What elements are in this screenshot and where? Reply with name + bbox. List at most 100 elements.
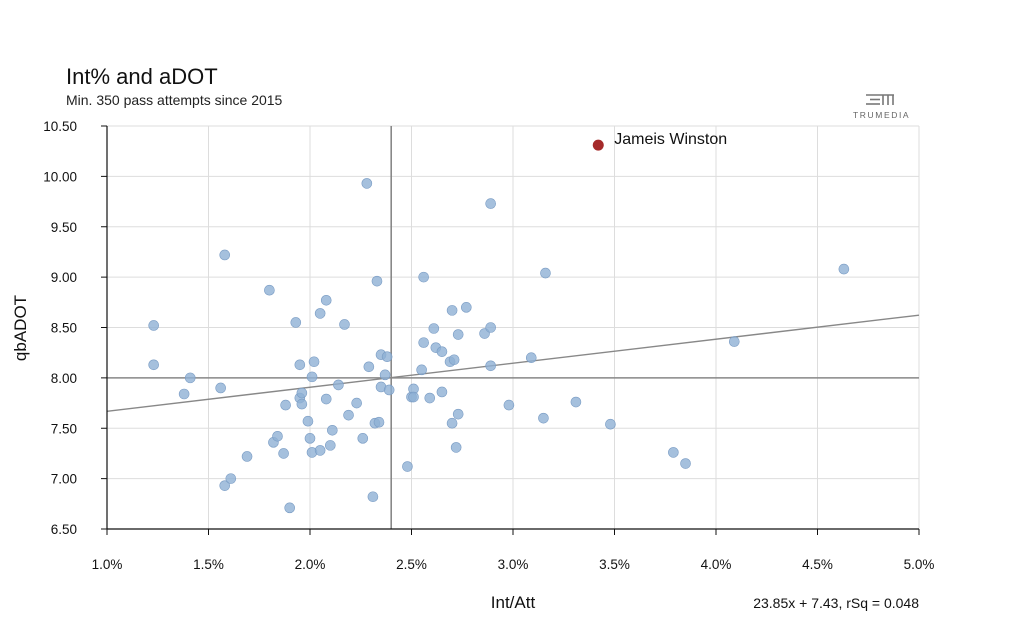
x-tick-label-8: 5.0% [904, 557, 935, 572]
data-point-55 [428, 323, 440, 334]
data-points [148, 178, 850, 514]
data-point-20 [302, 415, 314, 427]
data-point-21 [304, 433, 316, 444]
y-tick-label-1: 10.00 [43, 169, 77, 184]
y-tick-labels: 10.50 10.00 9.50 9.00 8.50 8.00 7.50 7.00 6.50 [43, 119, 77, 537]
data-point-54 [424, 392, 436, 404]
x-tick-label-4: 3.0% [498, 557, 529, 572]
data-point-31 [333, 379, 344, 391]
data-point-51 [416, 364, 427, 376]
data-point-72 [525, 352, 537, 364]
data-point-38 [367, 491, 379, 503]
data-point-75 [570, 396, 582, 408]
data-point-37 [363, 361, 375, 373]
data-point-46 [383, 384, 395, 396]
trendline-equation: 23.85x + 7.43, rSq = 0.048 [753, 595, 919, 611]
logo: TRUMEDIA [853, 94, 910, 120]
data-point-18 [296, 398, 308, 410]
y-tick-label-6: 7.50 [51, 421, 77, 436]
data-point-11 [272, 431, 283, 442]
y-tick-label-5: 8.00 [51, 371, 77, 386]
data-point-40 [371, 275, 383, 287]
data-point-15 [290, 317, 302, 328]
x-tick-label-3: 2.5% [396, 557, 427, 572]
data-point-36 [361, 178, 373, 189]
data-point-69 [485, 360, 496, 372]
data-point-60 [446, 305, 458, 316]
data-point-78 [680, 458, 691, 469]
x-tick-label-6: 4.0% [701, 557, 732, 572]
data-point-73 [538, 412, 549, 424]
data-point-25 [314, 445, 326, 456]
data-point-7 [225, 473, 237, 484]
data-point-79 [728, 336, 740, 347]
data-point-76 [605, 418, 616, 430]
data-point-50 [408, 391, 419, 403]
x-tick-label-5: 3.5% [599, 557, 630, 572]
data-point-70 [485, 198, 496, 209]
data-point-71 [503, 399, 515, 411]
data-point-30 [327, 424, 338, 436]
data-point-47 [402, 461, 413, 472]
y-tick-label-2: 9.50 [51, 220, 77, 235]
data-point-32 [339, 319, 350, 330]
logo-text: TRUMEDIA [853, 110, 910, 120]
highlight-label: Jameis Winston [614, 131, 727, 148]
axes [101, 125, 920, 535]
data-point-5 [219, 249, 231, 261]
grid [106, 125, 920, 530]
y-tick-label-3: 9.00 [51, 270, 77, 285]
data-point-16 [294, 359, 306, 371]
data-point-41 [373, 416, 385, 428]
data-point-23 [306, 371, 318, 383]
chart-subtitle: Min. 350 pass attempts since 2015 [66, 92, 283, 108]
data-point-0 [148, 320, 159, 331]
data-point-34 [351, 397, 362, 409]
data-point-19 [296, 387, 308, 399]
data-point-44 [379, 369, 391, 381]
x-tick-label-1: 1.5% [193, 557, 224, 572]
data-point-9 [264, 284, 275, 296]
data-point-26 [314, 308, 326, 319]
x-tick-label-2: 2.0% [295, 557, 326, 572]
data-point-12 [278, 448, 289, 459]
data-point-14 [284, 502, 296, 514]
y-tick-label-0: 10.50 [43, 119, 77, 134]
data-point-27 [320, 294, 332, 306]
data-point-3 [184, 372, 196, 384]
y-tick-label-7: 7.00 [51, 472, 77, 487]
data-point-35 [357, 433, 369, 444]
data-point-1 [148, 359, 159, 371]
data-point-61 [446, 417, 458, 429]
data-point-52 [418, 337, 429, 348]
y-tick-label-8: 6.50 [51, 522, 77, 537]
data-point-28 [320, 393, 332, 405]
data-point-8 [241, 451, 253, 462]
x-tick-label-0: 1.0% [92, 557, 123, 572]
chart-title: Int% and aDOT [66, 64, 218, 89]
data-point-57 [436, 386, 448, 398]
data-point-80 [838, 263, 850, 275]
reference-lines [107, 126, 919, 529]
trumedia-logo-icon [866, 94, 894, 105]
data-point-63 [450, 442, 462, 453]
data-point-33 [343, 409, 354, 421]
data-point-77 [668, 447, 679, 458]
data-point-13 [280, 399, 291, 411]
x-axis-label: Int/Att [491, 593, 536, 612]
trendline [106, 314, 920, 412]
data-point-4 [215, 382, 226, 394]
data-point-29 [324, 440, 336, 451]
data-point-53 [418, 271, 429, 283]
y-axis-label: qbADOT [11, 295, 30, 361]
trendline-layer [106, 314, 920, 412]
x-tick-labels: 1.0% 1.5% 2.0% 2.5% 3.0% 3.5% 4.0% 4.5% 5.0% [92, 557, 935, 572]
data-point-2 [178, 388, 190, 400]
data-point-68 [485, 322, 496, 333]
data-point-24 [308, 356, 320, 368]
data-point-74 [540, 267, 551, 279]
data-point-58 [436, 346, 448, 357]
data-point-45 [381, 351, 393, 363]
highlight-point [592, 139, 604, 151]
